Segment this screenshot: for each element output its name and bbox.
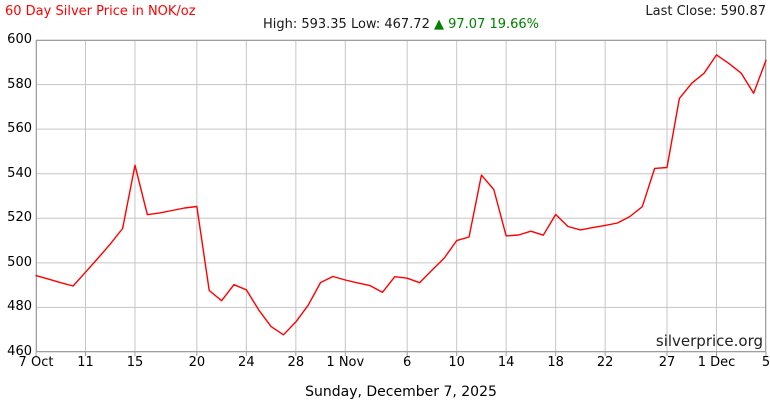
x-axis-label: 22 (596, 355, 614, 370)
x-axis-label: 27 (658, 355, 676, 370)
y-axis-label: 480 (7, 299, 32, 315)
x-axis-label: 24 (238, 355, 255, 370)
x-axis-label: 11 (77, 355, 94, 370)
silver-price-line (35, 54, 767, 336)
watermark-text: silverprice.org (655, 332, 763, 350)
plot-frame (36, 40, 766, 352)
x-axis-label: 18 (547, 355, 564, 370)
price-line-chart (35, 39, 767, 356)
last-close-value: Last Close: 590.87 (645, 4, 766, 19)
x-axis-label: 10 (448, 355, 465, 370)
x-axis-label: 5 (761, 355, 770, 370)
x-axis-label: 6 (403, 355, 412, 370)
chart-title: 60 Day Silver Price in NOK/oz (5, 4, 196, 19)
price-change-value: ▲ 97.07 19.66% (433, 17, 540, 32)
x-axis-label: 14 (497, 355, 515, 370)
y-axis-label: 540 (7, 165, 32, 181)
y-axis-label: 520 (7, 210, 32, 226)
x-axis-label: 20 (188, 355, 206, 370)
chart-date-footer: Sunday, December 7, 2025 (305, 384, 497, 400)
plot-area: silverprice.org 460 480 500 520 540 560 580 600… (7, 32, 770, 370)
x-axis-label: 28 (287, 355, 305, 370)
y-axis-label: 500 (7, 254, 32, 270)
y-axis-label: 600 (7, 32, 32, 47)
y-axis-label: 560 (7, 121, 32, 137)
x-axis-label: 1 Nov (326, 355, 365, 370)
high-low-summary: High: 593.35 Low: 467.72 ▲ 97.07 19.66% (36, 17, 766, 32)
x-axis-label: 7 Oct (18, 355, 54, 370)
x-axis-label: 1 Dec (697, 355, 736, 370)
y-axis-label: 460 (7, 344, 32, 359)
x-axis-label: 15 (126, 355, 144, 370)
high-low-text: High: 593.35 Low: 467.72 (262, 17, 430, 32)
y-axis-label: 580 (7, 76, 32, 92)
